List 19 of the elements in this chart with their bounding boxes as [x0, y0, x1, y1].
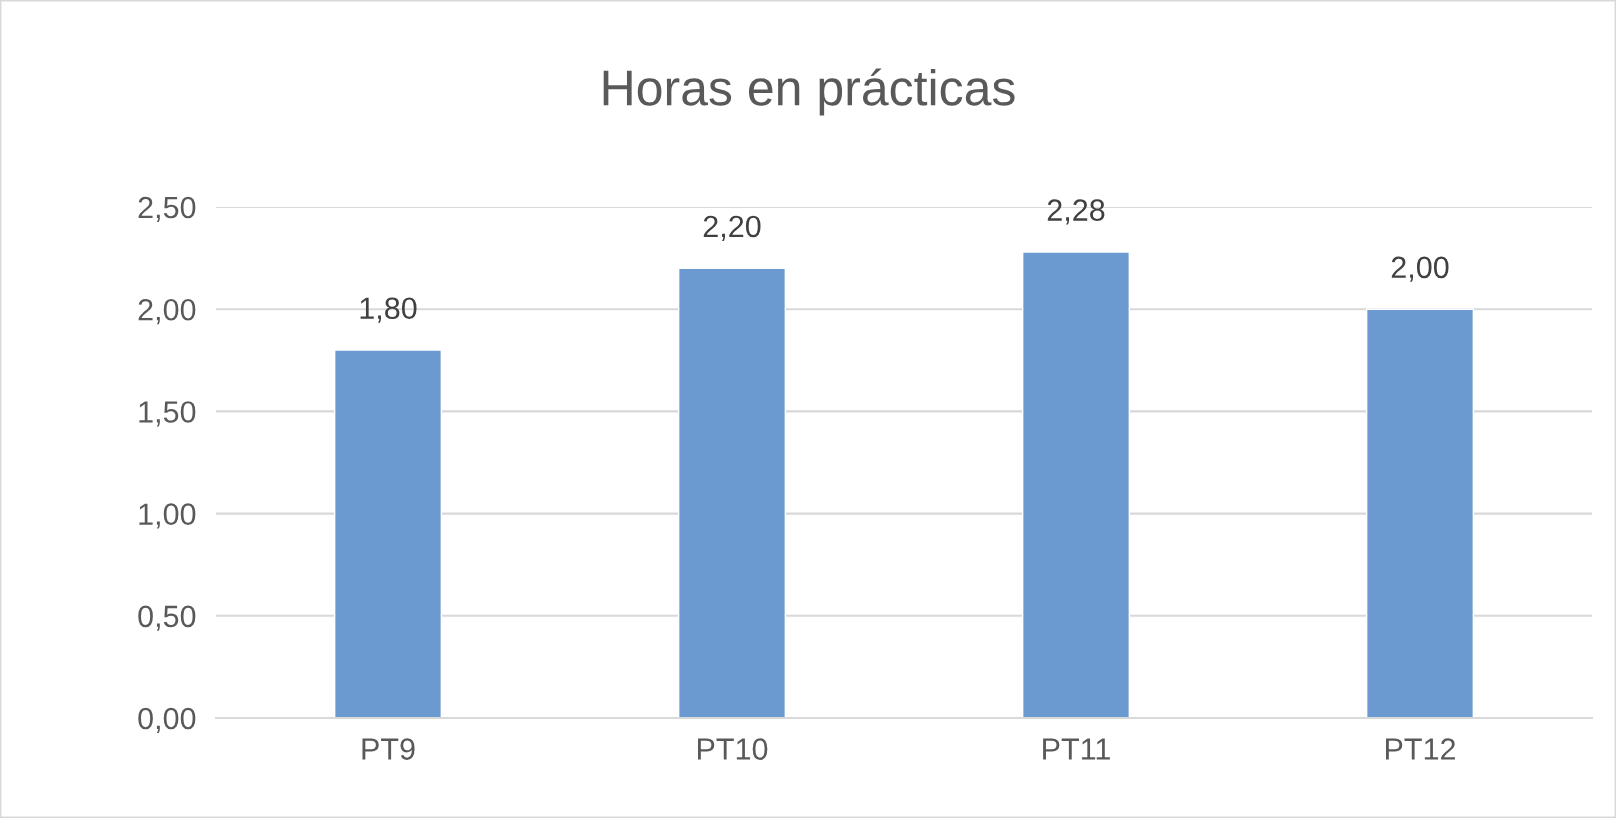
bar — [677, 267, 787, 718]
y-tick-label: 1,50 — [139, 401, 196, 427]
y-tick-label: 1,00 — [139, 503, 196, 529]
y-tick-label: 2,00 — [138, 298, 196, 325]
bar — [1365, 308, 1475, 718]
data-label: 2,20 — [703, 215, 761, 241]
y-tick-label: 0,00 — [138, 707, 196, 733]
data-label: 2,00 — [1391, 256, 1449, 282]
x-tick-label: PT12 — [1385, 738, 1455, 760]
bar — [1021, 251, 1131, 718]
data-label: 2,28 — [1047, 199, 1105, 225]
x-tick-label: PT9 — [362, 738, 415, 760]
chart-title: Horas en prácticas — [603, 68, 1015, 116]
y-tick-label: 0,50 — [138, 605, 196, 631]
x-tick-label: PT11 — [1043, 738, 1110, 760]
x-tick-label: PT10 — [697, 738, 768, 760]
data-label: 1,80 — [360, 297, 417, 323]
y-tick-label: 2,50 — [138, 196, 196, 222]
bar — [333, 349, 443, 718]
